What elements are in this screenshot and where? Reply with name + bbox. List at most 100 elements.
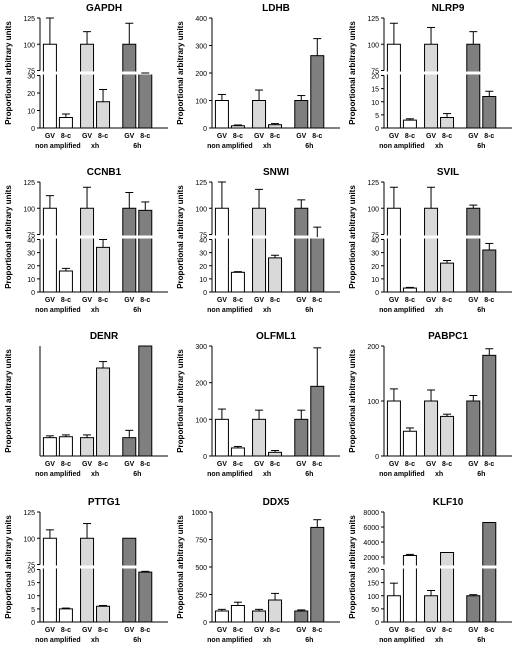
bar-label: GV (82, 627, 92, 634)
bar-label: GV (254, 133, 264, 140)
bar-6h-gv (466, 400, 481, 457)
bar-label: 8-c (233, 627, 243, 634)
y-tick-label: 0 (375, 290, 379, 297)
group-label: 6h (133, 143, 141, 150)
y-tick-label: 10 (27, 277, 35, 284)
group-label: non amplified (35, 637, 81, 644)
bar-label: GV (389, 297, 399, 304)
axis-break-mark (42, 565, 58, 569)
bar-6h-gv (294, 418, 309, 457)
bar-xh-gv (80, 537, 95, 623)
bar-non-amplified-gv (386, 43, 401, 129)
group-label: xh (435, 143, 443, 150)
bar-label: GV (389, 461, 399, 468)
bar-non-amplified-8-c (58, 436, 73, 457)
group-label: non amplified (35, 307, 81, 314)
bar-xh-gv (252, 100, 267, 129)
bar-label: 8-c (61, 133, 71, 140)
bar-label: 8-c (442, 297, 452, 304)
axis-break-mark (386, 235, 402, 239)
y-tick-label: 200 (195, 381, 207, 388)
bar-label: GV (217, 627, 227, 634)
y-tick-label: 75 (27, 233, 35, 240)
bar-label: 8-c (405, 461, 415, 468)
bar-label: 8-c (442, 461, 452, 468)
y-tick-label: 4000 (363, 540, 379, 547)
bar-6h-8-c (482, 522, 497, 623)
bar-label: 8-c (140, 461, 150, 468)
y-tick-label: 100 (367, 42, 379, 49)
chart-title: NLRP9 (432, 3, 465, 14)
bar-xh-8-c (440, 117, 455, 129)
y-tick-label: 20 (27, 91, 35, 98)
chart-panel-klf10: KLF10 Proportional arbitrary units 0 50 100 1… (348, 497, 512, 644)
bar-non-amplified-gv (42, 437, 57, 457)
bar-xh-8-c (96, 367, 111, 457)
y-tick-label: 100 (367, 399, 379, 406)
bar-xh-gv (80, 43, 95, 129)
group-label: 6h (133, 637, 141, 644)
bar-label: GV (468, 627, 478, 634)
y-tick-label: 2000 (363, 555, 379, 562)
bar-6h-gv (122, 207, 137, 293)
axis-break-mark (214, 235, 230, 239)
bar-non-amplified-gv (42, 43, 57, 129)
y-tick-label: 10 (199, 277, 207, 284)
group-label: non amplified (379, 637, 425, 644)
y-tick-label: 15 (371, 87, 379, 94)
y-tick-label: 100 (367, 206, 379, 213)
group-label: xh (91, 307, 99, 314)
y-tick-label: 300 (195, 344, 207, 351)
bar-label: 8-c (140, 133, 150, 140)
bar-label: GV (124, 297, 134, 304)
y-tick-label: 30 (371, 251, 379, 258)
bar-label: GV (426, 461, 436, 468)
axis-break-mark (137, 235, 153, 239)
bar-label: 8-c (405, 133, 415, 140)
bar-label: GV (45, 627, 55, 634)
group-label: non amplified (207, 637, 253, 644)
bar-xh-8-c (96, 246, 111, 293)
group-label: non amplified (207, 471, 253, 478)
y-tick-label: 50 (371, 607, 379, 614)
y-tick-label: 100 (23, 206, 35, 213)
bar-non-amplified-8-c (402, 430, 417, 457)
bar-label: 8-c (312, 133, 322, 140)
group-label: xh (91, 637, 99, 644)
y-tick-label: 75 (371, 233, 379, 240)
bar-non-amplified-8-c (58, 608, 73, 623)
group-label: non amplified (35, 471, 81, 478)
group-label: xh (91, 471, 99, 478)
bar-6h-8-c (138, 571, 153, 623)
bar-label: 8-c (98, 297, 108, 304)
y-tick-label: 40 (371, 238, 379, 245)
y-tick-label: 750 (195, 538, 207, 545)
bar-label: 8-c (270, 627, 280, 634)
group-label: non amplified (207, 143, 253, 150)
y-tick-label: 100 (23, 536, 35, 543)
bar-label: GV (468, 297, 478, 304)
bar-6h-gv (294, 610, 309, 623)
bar-xh-8-c (268, 599, 283, 623)
bar-label: 8-c (98, 627, 108, 634)
y-tick-label: 400 (195, 16, 207, 23)
bar-xh-gv (424, 207, 439, 293)
axis-break-mark (79, 565, 95, 569)
group-label: 6h (477, 143, 485, 150)
group-label: non amplified (207, 307, 253, 314)
bar-xh-gv (252, 207, 267, 293)
axis-break-mark (439, 565, 455, 569)
chart-panel-ldhb: LDHB Proportional arbitrary units 0 100 200 3… (176, 3, 340, 150)
bar-xh-gv (424, 43, 439, 129)
group-label: non amplified (35, 143, 81, 150)
bar-6h-gv (466, 43, 481, 129)
chart-title: PTTG1 (88, 497, 121, 508)
bar-label: GV (82, 133, 92, 140)
y-axis-label: Proportional arbitrary units (4, 21, 13, 125)
y-tick-label: 125 (23, 180, 35, 187)
bar-xh-gv (80, 207, 95, 293)
y-tick-label: 20 (371, 74, 379, 81)
y-tick-label: 75 (371, 69, 379, 76)
bar-xh-8-c (268, 257, 283, 293)
bar-label: 8-c (484, 461, 494, 468)
